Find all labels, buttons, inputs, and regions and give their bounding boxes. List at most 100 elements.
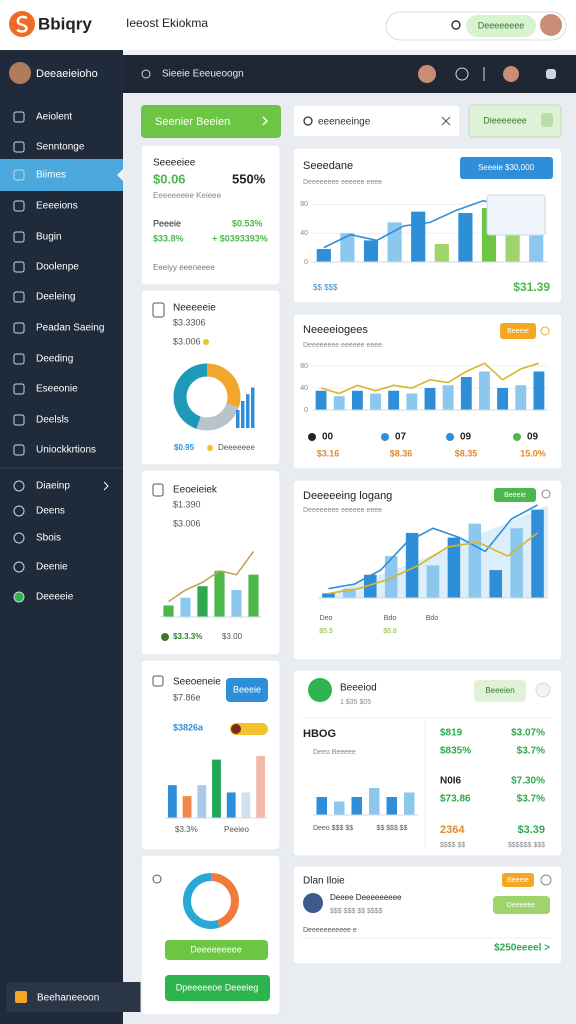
x-label: $6.8 xyxy=(383,628,397,635)
bar xyxy=(531,509,544,598)
tooltip xyxy=(486,194,546,236)
label: Deeee Deeeeeeeee xyxy=(330,893,402,902)
trend-line xyxy=(328,504,538,590)
sidebar xyxy=(0,50,123,1024)
avatar xyxy=(9,62,31,84)
nav-item[interactable]: Eseeonie xyxy=(36,384,78,395)
search-box[interactable] xyxy=(292,104,461,138)
label: $3.07% xyxy=(511,728,545,739)
legend-dot xyxy=(231,724,241,734)
card xyxy=(140,144,281,286)
card xyxy=(292,147,563,304)
label: Deeeeeeee eeeeee eeee xyxy=(303,179,382,186)
search-text: eeeneeinge xyxy=(318,117,371,128)
bar xyxy=(241,792,251,818)
label: $3.00 xyxy=(222,632,243,641)
chevron xyxy=(262,116,268,126)
link[interactable]: $250eeeel > xyxy=(494,943,550,954)
button[interactable] xyxy=(226,678,268,702)
icon xyxy=(541,489,551,499)
nav-item[interactable]: Senntonge xyxy=(36,142,85,153)
label: Beeeie xyxy=(504,492,526,499)
bar xyxy=(343,588,356,598)
footer-button[interactable] xyxy=(6,982,159,1012)
nav-item[interactable]: Deeding xyxy=(36,354,73,365)
bar xyxy=(489,570,502,598)
label: $1.390 xyxy=(173,499,201,509)
bar xyxy=(236,410,240,428)
trend-line xyxy=(168,551,255,603)
bar xyxy=(340,233,355,262)
nav-icon xyxy=(13,444,25,456)
label: Dlan Iloie xyxy=(303,876,345,887)
icon xyxy=(152,874,162,884)
bar xyxy=(182,796,192,818)
nav-icon xyxy=(13,169,25,181)
clear-icon[interactable] xyxy=(441,116,451,126)
label: + $0393393% xyxy=(212,233,268,243)
bar xyxy=(529,229,544,262)
nav-item[interactable]: Diaeinp xyxy=(36,481,70,492)
nav-item[interactable]: Aeiolent xyxy=(36,112,72,123)
search-icon xyxy=(451,20,461,30)
nav-item[interactable]: Sbois xyxy=(36,533,61,544)
label: $0.53% xyxy=(232,218,263,228)
label: Deeeeeee xyxy=(218,443,255,452)
metric-icon xyxy=(446,433,454,441)
nav-item[interactable]: Peadan Saeing xyxy=(36,323,104,334)
nav-item[interactable]: Uniockkrtions xyxy=(36,445,96,456)
nav-item[interactable]: Deelsls xyxy=(36,415,69,426)
active-item xyxy=(0,159,123,191)
nav-item[interactable]: Biimes xyxy=(36,170,66,181)
nav-item[interactable]: Eeeeions xyxy=(36,201,78,212)
button[interactable] xyxy=(468,104,562,138)
label: Seeeie $30,000 xyxy=(478,163,535,172)
button-icon xyxy=(541,113,553,127)
toolbar-title: Sieeie Eeeueoogn xyxy=(162,69,244,80)
nav-item[interactable]: Doolenpe xyxy=(36,262,79,273)
nav-icon xyxy=(13,480,25,492)
bar xyxy=(386,797,397,815)
label: Peeeie xyxy=(153,218,181,228)
primary-button[interactable] xyxy=(141,105,281,138)
trend-line xyxy=(328,532,538,595)
label: Deeeeee xyxy=(507,902,536,909)
label: $0.95 xyxy=(174,443,195,452)
label: $3.7% xyxy=(517,746,545,757)
label: 09 xyxy=(460,432,472,443)
label: $8.35 xyxy=(455,448,478,458)
toolbar xyxy=(123,55,576,93)
nav-item[interactable]: Deeleing xyxy=(36,292,75,303)
nav-item[interactable]: Deenie xyxy=(36,562,68,573)
icon[interactable] xyxy=(535,682,551,698)
bar xyxy=(424,388,436,410)
search-button[interactable] xyxy=(466,15,536,37)
avatar[interactable] xyxy=(418,65,436,83)
nav-item[interactable]: Deeeeie xyxy=(36,592,74,603)
bar xyxy=(363,240,379,262)
bar xyxy=(351,797,362,815)
label: Neeeeeie xyxy=(173,303,216,314)
nav-item[interactable]: Bugin xyxy=(36,232,62,243)
label: $$$$ $$ xyxy=(440,842,465,849)
pill[interactable] xyxy=(493,896,550,914)
label: $819 xyxy=(440,728,463,739)
settings-icon[interactable] xyxy=(455,67,469,81)
avatar[interactable] xyxy=(540,14,562,36)
label: $$$ $$$ $$ $$$$ xyxy=(330,908,383,915)
bar xyxy=(442,385,454,410)
bell-icon[interactable] xyxy=(546,69,556,79)
nav-icon xyxy=(13,322,25,334)
button[interactable] xyxy=(165,975,270,1001)
label: Peeieo xyxy=(224,825,249,834)
bar xyxy=(256,755,266,818)
label: Seeedane xyxy=(303,160,353,172)
label: Beeeie xyxy=(507,328,529,335)
pill[interactable] xyxy=(474,680,526,702)
nav-item[interactable]: Deens xyxy=(36,506,65,517)
avatar[interactable] xyxy=(503,66,519,82)
label: Beeeien xyxy=(485,686,514,695)
bar xyxy=(241,401,245,428)
nav-icon xyxy=(13,291,25,303)
